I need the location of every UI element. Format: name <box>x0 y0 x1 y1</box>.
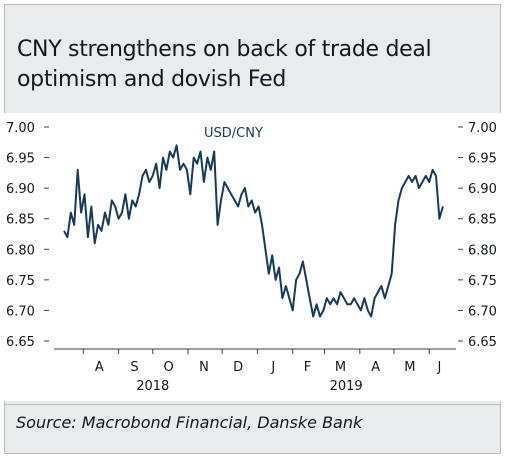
y-tick-label-left: 6.70 <box>6 304 35 319</box>
divider <box>4 404 501 405</box>
x-year-label: 2019 <box>330 379 363 394</box>
y-tick-label-left: 7.00 <box>6 121 35 136</box>
plot-area: 7.00 7.00 6.95 6.95 6.90 6.90 6.85 6.85 6.80 6.80… <box>4 113 501 401</box>
x-tick-label: J <box>270 360 275 375</box>
x-tick-label: A <box>95 360 104 375</box>
y-tick-label-left: 6.85 <box>6 213 35 228</box>
usd-cny-series-line <box>63 144 444 318</box>
legend-usd-cny: USD/CNY <box>204 126 263 141</box>
y-tick-label-right: 7.00 <box>468 121 497 136</box>
y-tick-label-right: 6.80 <box>468 243 497 258</box>
y-tick-label-left: 6.95 <box>6 152 35 167</box>
y-tick-label-left: 6.90 <box>6 182 35 197</box>
y-tick-label-left: 6.75 <box>6 274 35 289</box>
y-tick-label-right: 6.90 <box>468 182 497 197</box>
x-tick-label: A <box>371 360 380 375</box>
source-note: Source: Macrobond Financial, Danske Bank <box>16 413 363 432</box>
x-tick-label: F <box>304 360 311 375</box>
x-tick-label: O <box>164 360 174 375</box>
x-tick-label: S <box>130 360 138 375</box>
x-tick-label: M <box>335 360 346 375</box>
usd-cny-line-chart: 7.00 7.00 6.95 6.95 6.90 6.90 6.85 6.85 6.80 6.80… <box>6 121 497 394</box>
x-tick-label: J <box>437 360 442 375</box>
y-tick-label-right: 6.65 <box>468 335 497 350</box>
x-year-label: 2018 <box>136 379 169 394</box>
y-tick-label-right: 6.75 <box>468 274 497 289</box>
chart-title: CNY strengthens on back of trade deal op… <box>17 35 497 95</box>
x-tick-label: M <box>404 360 415 375</box>
y-tick-label-left: 6.65 <box>6 335 35 350</box>
y-tick-label-right: 6.95 <box>468 152 497 167</box>
chart-title-line-2: optimism and dovish Fed <box>17 67 286 92</box>
x-tick-label: D <box>233 360 243 375</box>
chart-title-line-1: CNY strengthens on back of trade deal <box>17 37 432 62</box>
y-tick-label-left: 6.80 <box>6 243 35 258</box>
y-tick-label-right: 6.70 <box>468 304 497 319</box>
x-tick-label: N <box>199 360 209 375</box>
y-tick-label-right: 6.85 <box>468 213 497 228</box>
